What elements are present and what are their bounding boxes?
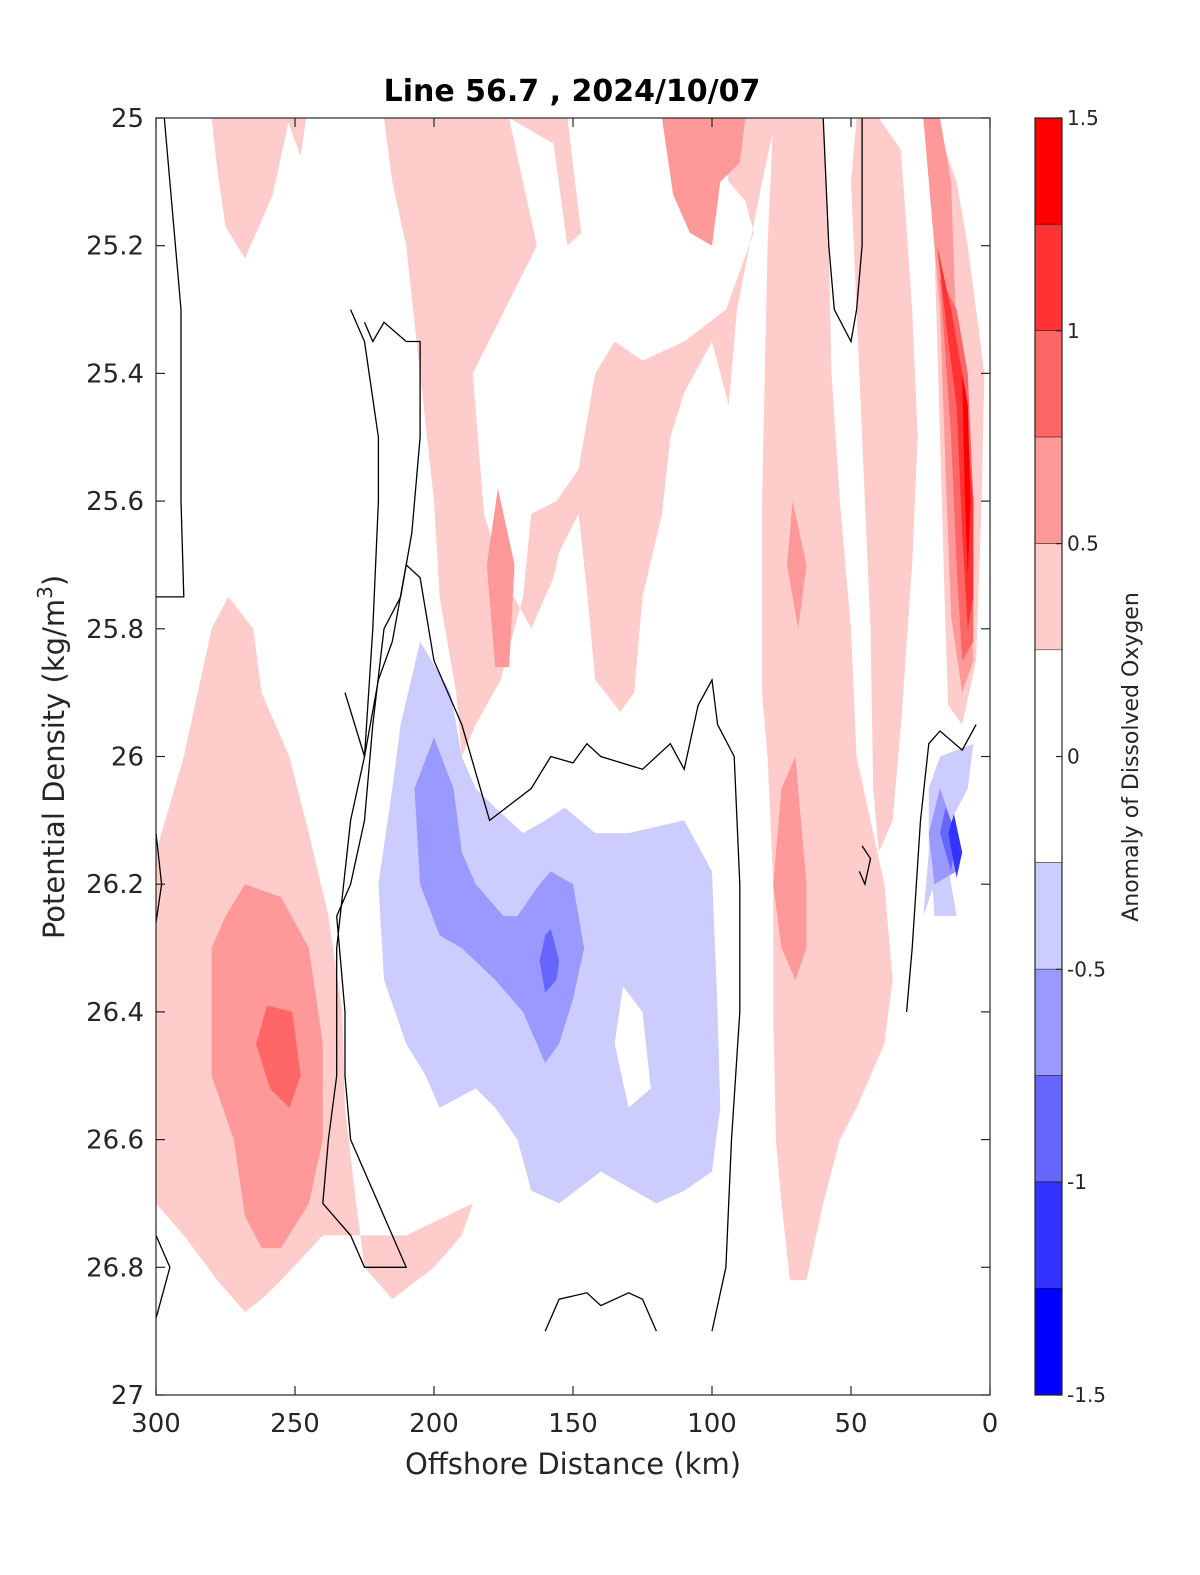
colorbar-tick-label: 1.5 [1067, 106, 1099, 130]
x-tick-label: 100 [687, 1409, 737, 1439]
y-tick-label: 26.2 [86, 870, 144, 900]
y-axis-ticks: 25 25.2 25.4 25.6 25.8 26 26.2 26.4 26.6 26.8 27 [86, 104, 990, 1411]
x-tick-label: 50 [834, 1409, 867, 1439]
x-tick-label: 150 [548, 1409, 598, 1439]
contour-region-15 [937, 245, 974, 629]
y-tick-label: 27 [111, 1381, 144, 1411]
y-axis-title-superscript: 3 [33, 586, 57, 599]
y-axis-title-close: ) [37, 575, 71, 586]
zero-contour-line-0 [156, 118, 185, 598]
contour-region-18 [614, 986, 651, 1108]
y-tick-label: 26 [111, 743, 144, 773]
zero-contour-lines [156, 118, 977, 1332]
colorbar-title: Anomaly of Dissolved Oxygen [1119, 592, 1144, 922]
y-tick-label: 25.6 [86, 487, 144, 517]
colorbar-band-9 [1035, 1182, 1062, 1289]
y-tick-label: 26.6 [86, 1126, 144, 1156]
colorbar-tick-label: -0.5 [1067, 957, 1106, 981]
x-tick-label: 250 [270, 1409, 320, 1439]
x-tick-label: 200 [409, 1409, 459, 1439]
x-tick-label: 300 [131, 1409, 181, 1439]
contour-region-0 [211, 118, 290, 259]
zero-contour-line-1 [322, 309, 421, 1268]
contour-region-24 [940, 807, 957, 872]
zero-contour-line-5 [344, 563, 741, 1332]
colorbar-band-0 [1035, 118, 1062, 225]
x-tick-label: 0 [982, 1409, 999, 1439]
colorbar-band-8 [1035, 1075, 1062, 1183]
colorbar-tick-label: -1.5 [1067, 1383, 1106, 1407]
contour-region-23 [539, 928, 560, 993]
y-axis-title-main: Potential Density (kg/m [37, 599, 71, 939]
contour-region-25 [948, 814, 963, 878]
colorbar: 1.5 1 0.5 0 -0.5 -1 -1.5 Anomaly of Dissolved … [1034, 106, 1144, 1407]
contour-region-8 [662, 118, 746, 246]
zero-contour-line-8 [905, 724, 977, 1012]
y-tick-label: 25.8 [86, 615, 144, 645]
y-tick-label: 26.4 [86, 998, 144, 1028]
zero-contour-line-6 [822, 118, 863, 344]
colorbar-band-1 [1035, 224, 1062, 331]
contour-region-9 [787, 501, 807, 629]
colorbar-ticks: 1.5 1 0.5 0 -0.5 -1 -1.5 [1056, 106, 1106, 1407]
colorbar-tick-label: -1 [1067, 1170, 1087, 1194]
colorbar-bands [1035, 118, 1062, 1396]
contour-region-1 [286, 118, 307, 157]
zero-contour-line-7 [858, 845, 872, 887]
zero-contour-line-4 [544, 1292, 657, 1332]
plot-area: 300 250 200 150 100 50 0 2525.225.425.625.8262… [86, 104, 998, 1439]
colorbar-tick-label: 1 [1067, 319, 1080, 343]
x-axis-ticks: 300 250 200 150 100 50 0 [131, 118, 998, 1439]
colorbar-band-3 [1035, 437, 1062, 544]
y-tick-label: 25 [111, 104, 144, 134]
contour-region-16 [962, 373, 971, 578]
colorbar-tick-label: 0 [1067, 745, 1080, 769]
contour-region-4 [762, 118, 893, 1281]
contour-region-13 [256, 1005, 301, 1108]
colorbar-band-4 [1035, 543, 1062, 651]
colorbar-band-7 [1035, 969, 1062, 1076]
contour-region-2 [384, 118, 776, 757]
contour-region-21 [414, 737, 585, 1063]
chart-title: Line 56.7 , 2024/10/07 [384, 74, 761, 109]
colorbar-band-2 [1035, 330, 1062, 438]
zero-contour-line-3 [156, 1235, 171, 1319]
colorbar-band-6 [1035, 862, 1062, 970]
contour-region-6 [851, 118, 918, 853]
colorbar-tick-label: 0.5 [1067, 532, 1099, 556]
contour-region-7 [486, 488, 515, 668]
y-axis-title: Potential Density (kg/m3) [33, 575, 71, 939]
colorbar-band-10 [1035, 1288, 1062, 1395]
filled-contours [156, 118, 985, 1312]
contour-region-10 [773, 756, 807, 980]
y-tick-label: 25.4 [86, 359, 144, 389]
x-axis-title: Offshore Distance (km) [405, 1447, 741, 1481]
y-tick-label: 26.8 [86, 1253, 144, 1283]
y-tick-label: 25.2 [86, 232, 144, 262]
